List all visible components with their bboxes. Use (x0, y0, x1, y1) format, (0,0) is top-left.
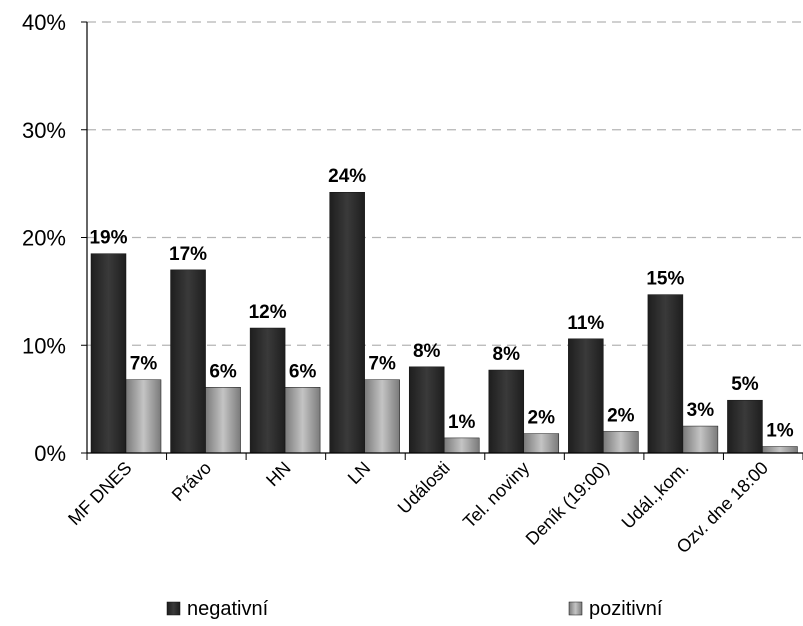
data-label: 2% (528, 408, 556, 429)
bar-negativni (170, 269, 206, 454)
legend: negativní pozitivní (166, 598, 663, 620)
bar-pozitivni (364, 379, 400, 454)
data-label: 19% (89, 228, 127, 249)
bar-negativni (329, 191, 365, 454)
bar-pozitivni (443, 437, 480, 454)
data-label: 2% (607, 405, 635, 426)
y-tick-label: 20% (22, 226, 66, 251)
y-tick-label: 40% (22, 10, 66, 35)
data-label: 5% (731, 374, 759, 395)
category-label: Události (394, 458, 454, 518)
data-label: 12% (249, 302, 287, 323)
legend-label: pozitivní (589, 598, 663, 620)
y-axis-ticks: 0% 10% 20% 30% 40% (22, 10, 87, 466)
legend-swatch (166, 601, 181, 616)
y-tick-label: 30% (22, 118, 66, 143)
data-label: 7% (368, 354, 396, 375)
bar-negativni (249, 327, 286, 454)
legend-label: negativní (187, 598, 269, 620)
data-label: 1% (766, 421, 794, 442)
data-label: 24% (328, 166, 366, 187)
data-label: 3% (687, 400, 715, 421)
bar-negativni (90, 253, 127, 454)
data-label: 8% (413, 341, 441, 362)
data-label: 17% (169, 244, 207, 265)
axes (86, 22, 803, 460)
bar-negativni (647, 294, 684, 454)
bar-pozitivni (603, 431, 639, 454)
bar-pozitivni (682, 425, 719, 454)
category-label: LN (344, 458, 374, 488)
y-tick-label: 0% (34, 441, 66, 466)
data-label: 7% (130, 354, 158, 375)
bar-negativni (727, 399, 763, 454)
data-label: 11% (567, 313, 604, 334)
bar-pozitivni (762, 446, 798, 454)
y-tick-label: 10% (22, 333, 66, 358)
bar-negativni (488, 369, 525, 454)
data-label: 6% (289, 361, 317, 382)
data-label: 6% (209, 361, 237, 382)
category-label: Právo (168, 458, 215, 505)
category-label: MF DNES (64, 458, 135, 529)
bar-pozitivni (205, 387, 241, 454)
category-labels: MF DNES Právo HN LN Události Tel. novinyDeník… (64, 458, 772, 558)
data-label: 15% (646, 269, 684, 290)
category-label: HN (262, 458, 295, 491)
data-labels: 19% 17% 12% 24% 8% 8% 11% 15% 5% 7% 6% 6% 7% 1% 2% 2% 3%… (89, 166, 793, 441)
bar-negativni (408, 366, 445, 454)
bar-negativni (568, 338, 604, 454)
category-label: Tel. noviny (459, 458, 533, 532)
category-label: Udál.,kom. (618, 458, 693, 533)
category-label: Deník (19:00) (522, 458, 613, 549)
legend-swatch (568, 601, 583, 616)
data-label: 8% (493, 344, 521, 365)
data-label: 1% (448, 412, 476, 433)
bars (90, 191, 798, 454)
bar-pozitivni (284, 387, 321, 454)
bar-pozitivni (523, 433, 560, 454)
bar-pozitivni (125, 379, 162, 454)
